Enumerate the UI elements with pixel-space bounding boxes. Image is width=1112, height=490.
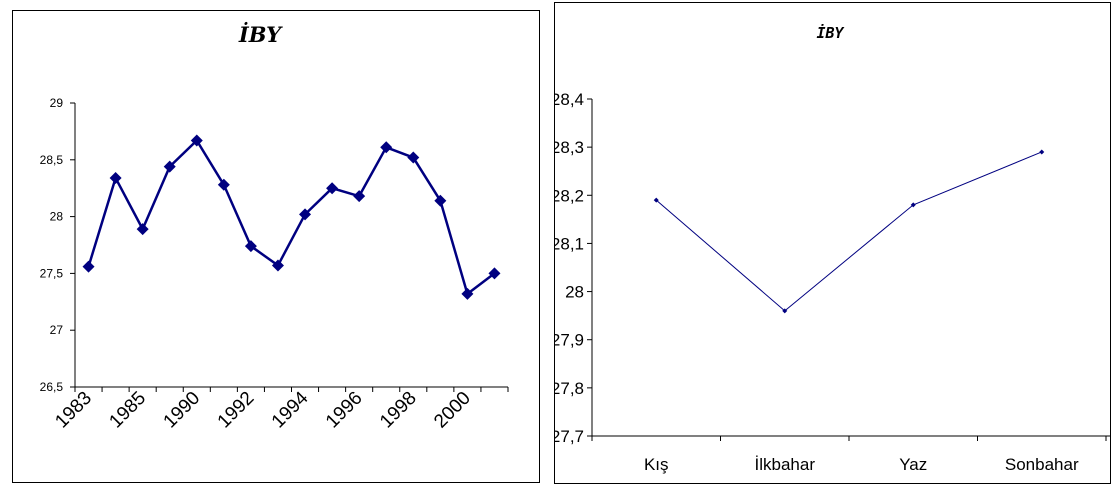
data-point	[910, 202, 916, 208]
x-tick-label: Kış	[644, 455, 669, 474]
y-tick-label: 27	[50, 323, 64, 337]
y-tick-label: 28	[50, 210, 64, 224]
data-point	[163, 160, 176, 173]
data-point	[190, 134, 203, 147]
data-point	[353, 190, 366, 203]
chart-right-svg: İBY 27,7 27,8 27,9 28 28,1 28,2 28,3 28,4 Kış İlkb…	[554, 2, 1111, 484]
y-tick-label: 28,5	[40, 153, 64, 167]
series-line	[655, 151, 1042, 312]
data-point	[653, 197, 659, 203]
data-point	[109, 171, 122, 184]
y-tick-label: 29	[50, 96, 64, 110]
data-point	[434, 194, 447, 207]
chart-title: İBY	[238, 22, 283, 47]
y-tick-label: 28,2	[554, 186, 584, 205]
data-point	[244, 240, 257, 253]
chart-frame	[554, 2, 1111, 484]
y-tick-label: 28	[565, 283, 584, 302]
y-tick-label: 27,5	[40, 266, 64, 280]
data-point	[271, 259, 284, 272]
y-tick-label: 28,4	[554, 90, 584, 109]
y-tick-label: 27,8	[554, 379, 584, 398]
series-line	[87, 138, 496, 296]
data-point	[407, 151, 420, 164]
y-tick-label: 28,1	[554, 234, 584, 253]
data-point	[299, 208, 312, 221]
data-point	[488, 267, 501, 280]
data-point	[461, 287, 474, 300]
chart-title: İBY	[816, 23, 844, 42]
x-tick-label: İlkbahar	[755, 455, 816, 474]
y-tick-label: 28,3	[554, 138, 584, 157]
data-point	[1039, 149, 1045, 155]
data-point	[326, 182, 339, 195]
data-point	[380, 141, 393, 154]
chart-left: İBY 26,5 27 27,5 28 28,5 29 1983 1985 1990 1992 199…	[0, 0, 554, 490]
y-tick-label: 26,5	[40, 380, 64, 394]
data-point	[136, 223, 149, 236]
y-tick-label: 27,9	[554, 331, 584, 350]
data-point	[217, 178, 230, 191]
x-tick-label: Sonbahar	[1005, 455, 1079, 474]
y-tick-label: 27,7	[554, 427, 584, 446]
data-point	[82, 260, 95, 273]
chart-right: İBY 27,7 27,8 27,9 28 28,1 28,2 28,3 28,4 Kış İlkb…	[554, 0, 1112, 490]
x-tick-label: Yaz	[899, 455, 927, 474]
data-point	[782, 308, 788, 314]
chart-frame	[12, 10, 540, 483]
